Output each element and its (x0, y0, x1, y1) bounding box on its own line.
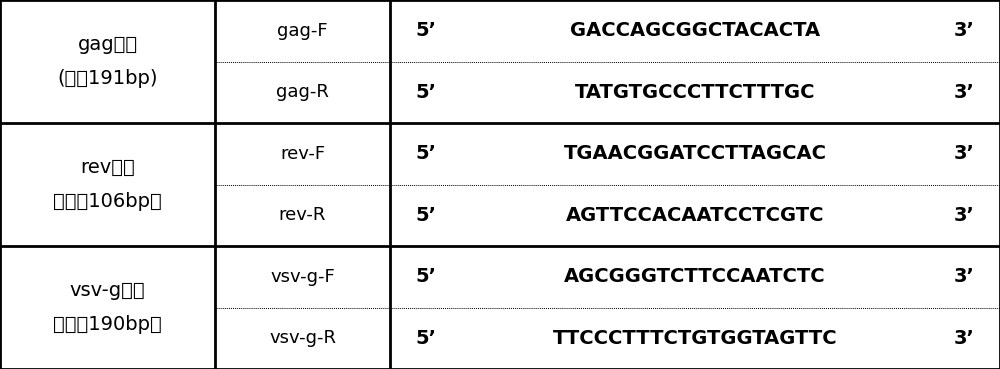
Text: rev基因: rev基因 (80, 158, 135, 177)
Text: （产物190bp）: （产物190bp） (53, 315, 162, 334)
Text: 5’: 5’ (415, 83, 436, 102)
Text: gag基因: gag基因 (77, 35, 138, 54)
Text: AGTTCCACAATCCTCGTC: AGTTCCACAATCCTCGTC (566, 206, 824, 225)
Text: AGCGGGTCTTCCAATCTC: AGCGGGTCTTCCAATCTC (564, 267, 826, 286)
Text: 3’: 3’ (954, 267, 975, 286)
Text: vsv-g基因: vsv-g基因 (70, 281, 145, 300)
Text: vsv-g-R: vsv-g-R (269, 329, 336, 347)
Text: TATGTGCCCTTCTTTGC: TATGTGCCCTTCTTTGC (575, 83, 815, 102)
Text: 3’: 3’ (954, 21, 975, 40)
Text: gag-F: gag-F (277, 22, 328, 40)
Text: rev-R: rev-R (279, 206, 326, 224)
Text: 5’: 5’ (415, 267, 436, 286)
Text: 5’: 5’ (415, 329, 436, 348)
Text: 3’: 3’ (954, 83, 975, 102)
Text: 3’: 3’ (954, 144, 975, 163)
Text: 5’: 5’ (415, 144, 436, 163)
Text: 3’: 3’ (954, 329, 975, 348)
Text: （产物106bp）: （产物106bp） (53, 192, 162, 211)
Text: rev-F: rev-F (280, 145, 325, 163)
Text: TGAACGGATCCTTAGCAC: TGAACGGATCCTTAGCAC (564, 144, 827, 163)
Text: gag-R: gag-R (276, 83, 329, 101)
Text: (产物191bp): (产物191bp) (57, 69, 158, 88)
Text: GACCAGCGGCTACACTA: GACCAGCGGCTACACTA (570, 21, 820, 40)
Text: 5’: 5’ (415, 21, 436, 40)
Text: TTCCCTTTCTGTGGTAGTTC: TTCCCTTTCTGTGGTAGTTC (553, 329, 837, 348)
Text: 5’: 5’ (415, 206, 436, 225)
Text: vsv-g-F: vsv-g-F (270, 268, 335, 286)
Text: 3’: 3’ (954, 206, 975, 225)
